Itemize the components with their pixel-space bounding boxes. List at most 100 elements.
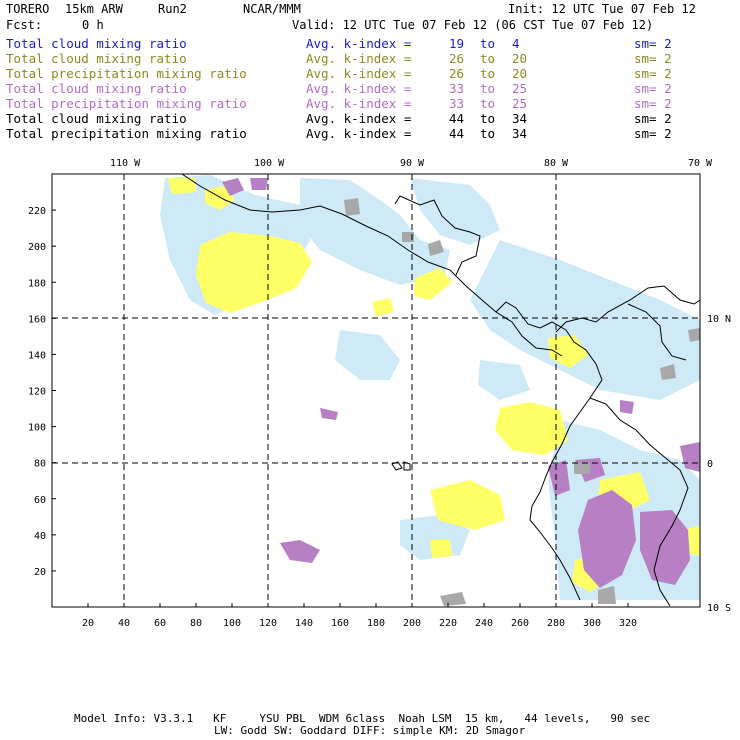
legend-kindex-end: 25: [512, 96, 528, 111]
x-tick-label: 180: [367, 618, 385, 629]
x-tick-label: 40: [118, 618, 130, 629]
legend-kindex-to: to: [480, 81, 496, 96]
legend-smoothing: sm= 2: [634, 126, 672, 141]
legend-smoothing: sm= 2: [634, 96, 672, 111]
y-tick-label: 60: [34, 495, 46, 506]
legend-smoothing: sm= 2: [634, 111, 672, 126]
legend-row: Total cloud mixing ratio Avg. k-index = 19…: [6, 36, 736, 51]
legend-row: Total precipitation mixing ratio Avg. k-i…: [6, 66, 736, 81]
legend-kindex-to: to: [480, 51, 496, 66]
legend-kindex-desc: Avg. k-index =: [306, 111, 412, 126]
legend-row: Total cloud mixing ratio Avg. k-index = 33…: [6, 81, 736, 96]
y-tick-label: 100: [28, 423, 46, 434]
y-tick-label: 120: [28, 387, 46, 398]
legend-field: Total precipitation mixing ratio: [6, 66, 247, 81]
header-resolution: 15km ARW: [65, 2, 123, 16]
legend-smoothing: sm= 2: [634, 81, 672, 96]
shading-gray: [344, 198, 700, 606]
x-tick-label: 240: [475, 618, 493, 629]
x-tick-label: 80: [190, 618, 202, 629]
legend-kindex-to: to: [480, 111, 496, 126]
legend-smoothing: sm= 2: [634, 66, 672, 81]
header-center: NCAR/MMM: [243, 2, 301, 16]
legend-kindex-to: to: [480, 126, 496, 141]
y-tick-labels: 20 40 60 80 100 120 140 160 180 200 220: [28, 206, 46, 578]
legend-kindex-desc: Avg. k-index =: [306, 51, 412, 66]
legend-field: Total cloud mixing ratio: [6, 81, 187, 96]
legend-kindex-start: 26: [449, 51, 465, 66]
header-fcst-label: Fcst:: [6, 18, 43, 32]
y-tick-label: 20: [34, 567, 46, 578]
lon-label-90w: 90 W: [400, 158, 425, 169]
legend-kindex-desc: Avg. k-index =: [306, 126, 412, 141]
x-tick-labels: 20 40 60 80 100 120 140 160 180 200 220 240 260 280 30…: [82, 618, 637, 629]
legend-kindex-start: 26: [449, 66, 465, 81]
header-run: Run2: [158, 2, 187, 16]
legend-smoothing: sm= 2: [634, 51, 672, 66]
lat-label-10s: 10 S: [707, 603, 731, 614]
y-tick-marks: [52, 209, 56, 572]
legend-field: Total precipitation mixing ratio: [6, 126, 247, 141]
legend-field: Total cloud mixing ratio: [6, 36, 187, 51]
legend-kindex-start: 19: [449, 36, 465, 51]
y-tick-label: 40: [34, 531, 46, 542]
x-tick-label: 200: [403, 618, 421, 629]
legend-kindex-start: 33: [449, 96, 465, 111]
lon-label-100w: 100 W: [254, 158, 285, 169]
x-tick-label: 100: [223, 618, 241, 629]
legend-row: Total precipitation mixing ratio Avg. k-i…: [6, 126, 736, 141]
legend-field: Total cloud mixing ratio: [6, 111, 187, 126]
x-tick-label: 140: [295, 618, 313, 629]
legend-kindex-to: to: [480, 66, 496, 81]
shading-violet: [222, 178, 700, 588]
legend-field: Total precipitation mixing ratio: [6, 96, 247, 111]
legend-kindex-start: 44: [449, 126, 465, 141]
x-tick-marks: [87, 603, 629, 607]
x-tick-label: 120: [259, 618, 277, 629]
lat-label-0: 0: [707, 459, 713, 470]
y-tick-label: 200: [28, 242, 46, 253]
legend-smoothing: sm= 2: [634, 36, 672, 51]
header-model: TORERO: [6, 2, 50, 16]
x-tick-label: 320: [619, 618, 637, 629]
legend-row: Total cloud mixing ratio Avg. k-index = 44…: [6, 111, 736, 126]
legend-kindex-end: 20: [512, 51, 528, 66]
legend-row: Total cloud mixing ratio Avg. k-index = 26…: [6, 51, 736, 66]
lon-label-70w: 70 W: [688, 158, 713, 169]
legend-kindex-to: to: [480, 96, 496, 111]
y-tick-label: 180: [28, 278, 46, 289]
x-tick-label: 20: [82, 618, 94, 629]
header-valid: Valid: 12 UTC Tue 07 Feb 12 (06 CST Tue …: [292, 18, 654, 32]
legend-field: Total cloud mixing ratio: [6, 51, 187, 66]
footer-model-info: Model Info: V3.3.1 KF YSU PBL WDM 6class…: [74, 712, 651, 725]
x-tick-label: 220: [439, 618, 457, 629]
y-tick-label: 220: [28, 206, 46, 217]
legend-kindex-end: 25: [512, 81, 528, 96]
legend-kindex-desc: Avg. k-index =: [306, 36, 412, 51]
shading-yellow: [168, 178, 700, 592]
legend-kindex-end: 34: [512, 111, 528, 126]
x-tick-label: 260: [511, 618, 529, 629]
footer-physics-info: LW: Godd SW: Goddard DIFF: simple KM: 2D…: [214, 724, 526, 737]
x-tick-label: 280: [547, 618, 565, 629]
graticule: [52, 174, 700, 607]
y-tick-label: 80: [34, 459, 46, 470]
legend-kindex-desc: Avg. k-index =: [306, 96, 412, 111]
coastlines: [181, 173, 701, 607]
legend-kindex-desc: Avg. k-index =: [306, 81, 412, 96]
header-init: Init: 12 UTC Tue 07 Feb 12: [508, 2, 696, 16]
legend-kindex-start: 44: [449, 111, 465, 126]
y-tick-label: 140: [28, 350, 46, 361]
lat-label-10n: 10 N: [707, 314, 731, 325]
lon-label-110w: 110 W: [110, 158, 141, 169]
y-tick-label: 160: [28, 314, 46, 325]
x-tick-label: 160: [331, 618, 349, 629]
legend-kindex-end: 34: [512, 126, 528, 141]
legend-row: Total precipitation mixing ratio Avg. k-i…: [6, 96, 736, 111]
legend-kindex-start: 33: [449, 81, 465, 96]
x-tick-label: 300: [583, 618, 601, 629]
header-fcst-value: 0 h: [82, 18, 104, 32]
x-tick-label: 60: [154, 618, 166, 629]
legend-kindex-to: to: [480, 36, 496, 51]
